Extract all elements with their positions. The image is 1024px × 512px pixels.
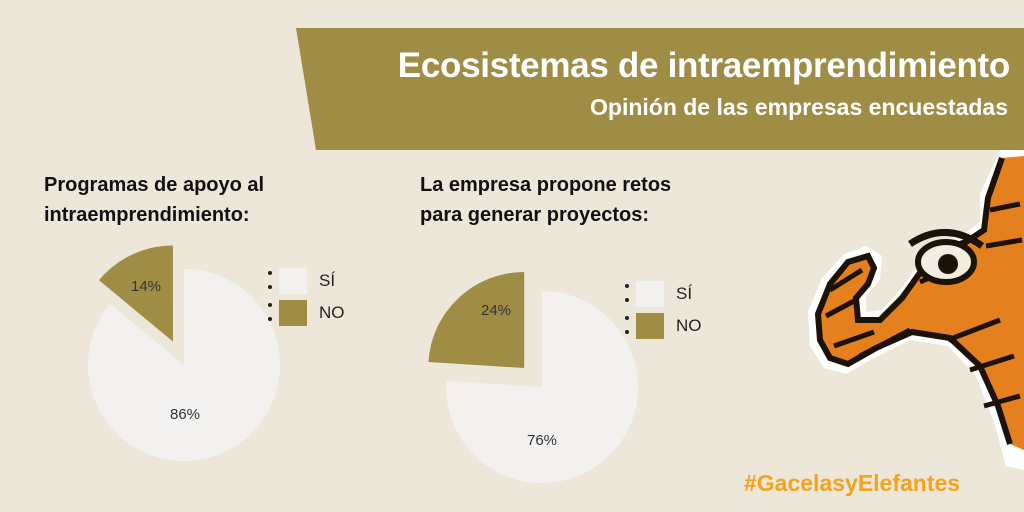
chart1-legend-item-no: NO [265,297,345,329]
chart1-legend-swatch-si [279,268,307,294]
page-subtitle: Opinión de las empresas encuestadas [590,94,1008,120]
chart2-legend-label-si: SÍ [676,284,693,303]
chart1-label-si: 86% [170,406,200,423]
chart2-pie: 76% 24% [428,272,638,483]
chart1-legend-swatch-no [279,300,307,326]
chart1-slice-no [98,245,173,342]
legend-dots-icon [265,299,275,327]
header-band-shape [296,28,1024,150]
chart1-legend: SÍ NO [265,265,345,329]
chart1-title: Programas de apoyo al intraemprendimient… [44,174,265,226]
chart2-legend: SÍ NO [622,278,702,342]
chart2-legend-swatch-si [636,281,664,307]
chart1-legend-item-si: SÍ [265,265,345,297]
chart2-slice-si [446,291,638,483]
chart1-pie: 86% 14% [87,245,280,461]
page-title: Ecosistemas de intraemprendimiento [397,46,1011,85]
chart1-slice-si [87,269,280,461]
chart1-label-no: 14% [131,278,161,295]
chart2-title: La empresa propone retos para generar pr… [420,174,672,226]
chart1-legend-label-no: NO [319,303,345,322]
chart2-legend-label-no: NO [676,316,702,335]
header-banner [296,28,1024,150]
chart2-legend-swatch-no [636,313,664,339]
legend-dots-icon [622,280,632,308]
chart1-legend-label-si: SÍ [319,271,336,290]
chart2-label-no: 24% [481,302,511,319]
chart2-legend-item-no: NO [622,310,702,342]
chart2-legend-item-si: SÍ [622,278,702,310]
chart2-label-si: 76% [527,432,557,449]
legend-dots-icon [265,267,275,295]
elephant-head-icon [808,150,1024,470]
hashtag-text: #GacelasyElefantes [744,470,961,496]
chart2-slice-no [428,272,525,369]
legend-dots-icon [622,312,632,340]
